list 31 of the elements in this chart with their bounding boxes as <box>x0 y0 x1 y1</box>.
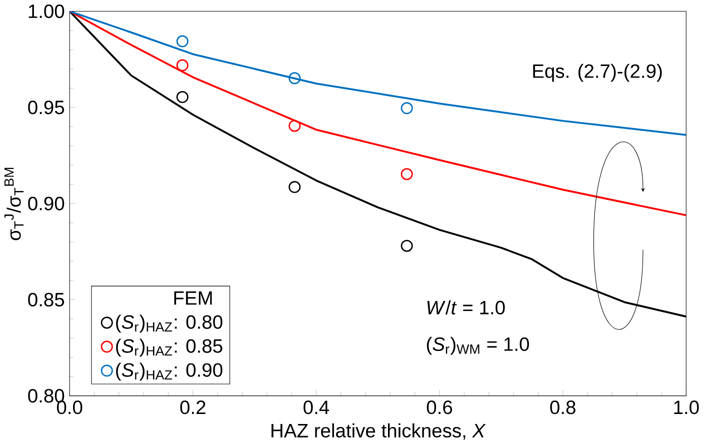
line-series <box>70 11 686 136</box>
legend-label: (S$_{r}$)$_{HAZ}$: 0.90 <box>116 362 222 381</box>
x-tick-label: 0.8 <box>550 400 576 414</box>
annotation: (S$_{r}$)$_{WM}$ = 1.0 <box>426 336 529 355</box>
point <box>400 102 413 114</box>
point <box>400 168 413 180</box>
point <box>288 180 301 193</box>
annotation: W/t = 1.0 <box>427 300 505 314</box>
point <box>288 120 301 132</box>
legend-label: (S$_{r}$)$_{HAZ}$: 0.85 <box>116 338 222 357</box>
x-tick-label: 1.0 <box>674 400 699 414</box>
legend-title: FEM <box>174 291 212 305</box>
point <box>176 35 188 48</box>
legend-label: (S$_{r}$)$_{HAZ}$: 0.80 <box>116 314 222 333</box>
y-tick-label: 0.85 <box>28 292 64 306</box>
point <box>176 90 188 103</box>
x-axis-title: HAZ relative thickness, X <box>272 423 486 440</box>
annotation: Eqs. (2.7)-(2.9) <box>533 64 662 82</box>
y-axis-title: σ$_{T}$$^{J}$/σ$_{T}$BM <box>4 168 24 240</box>
x-tick-label: 0.0 <box>56 400 82 414</box>
y-tick-label: 0.80 <box>28 388 64 403</box>
x-tick-label: 0.6 <box>426 400 452 414</box>
y-tick-label: 0.90 <box>28 196 64 210</box>
x-tick-label: 0.4 <box>304 400 330 414</box>
point <box>400 240 413 252</box>
point <box>176 59 188 72</box>
point <box>288 72 301 84</box>
line-series <box>70 11 686 216</box>
x-tick-label: 0.2 <box>180 400 206 414</box>
y-tick-label: 1.00 <box>28 4 64 18</box>
y-tick-label: 0.95 <box>28 100 64 114</box>
